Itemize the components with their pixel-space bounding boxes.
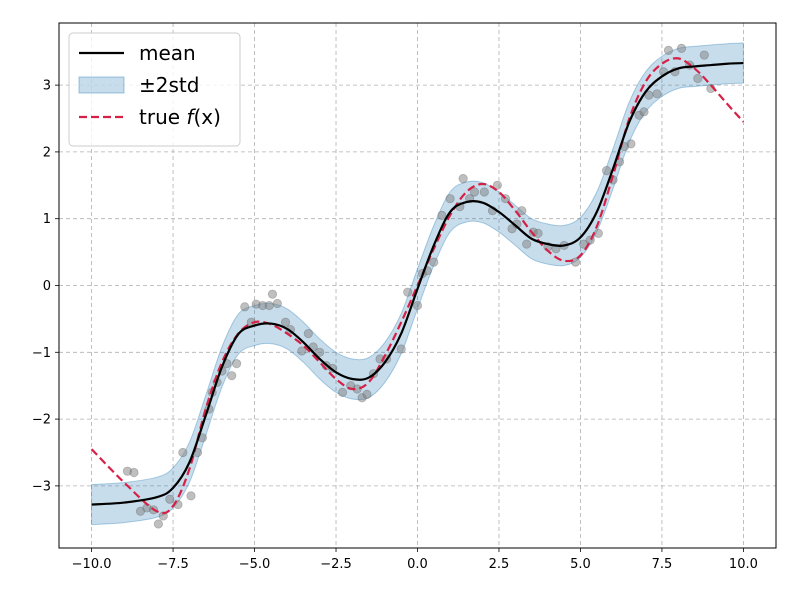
y-tick-label: −2 (32, 413, 51, 428)
legend: mean ±2std true f(x) (68, 32, 241, 147)
observation-point (178, 447, 188, 458)
observation-point (297, 346, 307, 356)
legend-swatch-band (78, 76, 125, 94)
y-tick-label: 1 (43, 212, 51, 227)
observation-point (337, 387, 348, 397)
legend-label: ±2std (139, 73, 199, 97)
lines-layer (90, 57, 745, 515)
x-tick-label: −10.0 (72, 557, 112, 572)
observation-point (232, 359, 242, 369)
observation-point (699, 50, 709, 60)
observation-point (445, 194, 455, 204)
observation-point (272, 298, 282, 309)
x-tick-label: −5.0 (239, 557, 271, 572)
true-function-line (90, 57, 745, 515)
legend-label: mean (139, 41, 196, 65)
observation-point (267, 289, 278, 299)
x-tick-label: −2.5 (320, 557, 352, 572)
observation-point (626, 139, 636, 149)
x-tick-label: 2.5 (489, 557, 510, 572)
observation-point (165, 494, 175, 504)
observation-point (663, 45, 674, 55)
observation-point (362, 389, 372, 399)
observation-point (570, 257, 581, 267)
observation-point (315, 347, 325, 357)
y-tick-label: −3 (32, 479, 51, 494)
x-tick-label: 10.0 (729, 557, 758, 572)
observation-point (303, 328, 313, 339)
x-tick-label: 5.0 (570, 557, 591, 572)
observation-point (593, 228, 603, 239)
observation-point (479, 187, 489, 197)
observation-point (403, 287, 413, 297)
observation-point (280, 317, 291, 327)
observation-point (601, 166, 612, 176)
observation-point (676, 43, 687, 53)
observation-point (437, 210, 447, 220)
x-tick-label: −7.5 (157, 557, 189, 572)
y-tick-label: 2 (43, 145, 51, 160)
observation-point (264, 300, 274, 311)
observation-point (652, 89, 662, 99)
legend-label: true f(x) (139, 105, 221, 129)
observation-point (396, 344, 406, 354)
observation-point (429, 257, 439, 267)
grid (59, 23, 776, 548)
observation-point (533, 228, 543, 239)
observation-point (129, 467, 139, 478)
legend-box (68, 32, 241, 147)
observation-point (186, 491, 196, 501)
ticks-layer: −10.0 −7.5 −5.0 −2.5 0.0 2.5 5.0 7.5 10.0 −3 −2 −1 0… (32, 79, 758, 572)
mean-line (91, 61, 744, 506)
observation-point (412, 300, 423, 311)
x-tick-label: 0.0 (407, 557, 428, 572)
observation-point (517, 206, 527, 216)
y-tick-label: −1 (32, 346, 51, 361)
observation-point (240, 302, 250, 312)
observation-point (153, 519, 164, 529)
observation-point (458, 174, 468, 184)
x-tick-label: 7.5 (652, 557, 673, 572)
y-tick-label: 3 (43, 79, 51, 94)
observation-point (522, 239, 532, 249)
observation-point (469, 187, 480, 197)
observation-point (693, 73, 703, 84)
y-tick-label: 0 (43, 279, 51, 294)
observation-point (639, 107, 649, 117)
observation-point (492, 180, 502, 190)
observation-point (227, 371, 237, 381)
